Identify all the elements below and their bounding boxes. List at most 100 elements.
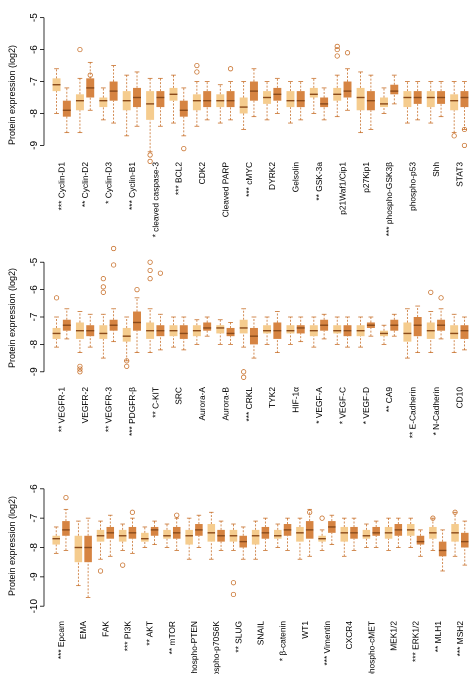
outlier-point (120, 562, 126, 568)
x-category-label: Aurora-A (197, 387, 207, 421)
x-category-label: *** Epcam (56, 621, 66, 659)
box-light (380, 87, 388, 114)
box-dark (156, 270, 165, 351)
box-dark (437, 295, 446, 340)
box-dark (249, 316, 258, 359)
box-light (450, 81, 459, 139)
outlier-point (147, 259, 153, 265)
outlier-point (334, 53, 340, 59)
box-dark (109, 245, 118, 343)
box-light (286, 316, 295, 345)
y-tick-label: -10 (29, 599, 40, 614)
x-category-label: *** Vimentin (322, 621, 332, 666)
box-dark (413, 305, 422, 354)
outlier-point (452, 509, 458, 515)
box-light (216, 319, 225, 345)
y-tick-label: -8 (29, 340, 40, 349)
x-category-label: ** VEGFR-3 (103, 387, 113, 432)
x-category-label: * VEGF-A (314, 387, 324, 424)
x-category-label: CD10 (454, 387, 464, 409)
y-tick-label: -8 (29, 543, 40, 552)
box-dark (62, 308, 71, 340)
outlier-point (77, 369, 83, 375)
box-dark (320, 313, 329, 340)
box-dark (372, 520, 380, 548)
x-category-label: *** CRKL (244, 387, 254, 422)
box-light (451, 509, 459, 557)
outlier-point (147, 152, 153, 158)
x-category-label: Cleaved PARP (220, 162, 230, 218)
box-light (146, 259, 155, 354)
y-tick-label: -5 (29, 13, 40, 22)
box-dark (273, 311, 282, 354)
outlier-point (334, 43, 340, 49)
outlier-point (100, 276, 106, 282)
x-category-label: * VEGF-D (361, 387, 371, 424)
x-category-label: * cleaved caspase-3 (150, 162, 160, 238)
box-dark (86, 61, 95, 111)
box-dark (343, 50, 352, 111)
y-axis-label: Protein expression (log2) (7, 45, 17, 145)
box-dark (62, 87, 71, 134)
box-dark (460, 81, 469, 149)
x-category-label: VEGFR-2 (80, 387, 90, 424)
box-light (274, 523, 282, 548)
box-dark (133, 71, 141, 127)
x-category-label: ** mTOR (167, 621, 177, 654)
box-dark (226, 66, 235, 121)
x-category-label: HIF-1α (291, 387, 301, 413)
x-category-label: ** SLUG (233, 621, 243, 653)
outlier-point (307, 509, 313, 515)
box-light (426, 81, 435, 124)
outlier-point (147, 158, 153, 164)
x-category-label: ** Cyclin-D2 (80, 162, 90, 207)
x-category-label: ** AKT (145, 621, 155, 646)
outlier-point (77, 363, 83, 369)
outlier-point (134, 287, 140, 293)
box-dark (106, 514, 115, 557)
x-category-label: *** PI3K (123, 621, 133, 652)
y-axis-label: Protein expression (log2) (7, 496, 17, 596)
y-tick-label: -8 (29, 109, 40, 118)
y-tick-label: -6 (29, 285, 40, 294)
box-light (169, 316, 178, 348)
box-dark (390, 313, 399, 337)
x-category-label: Gelsolin (291, 162, 301, 193)
box-dark (203, 316, 212, 337)
box-dark (328, 514, 336, 545)
x-category-label: p21Waf1/Cip1 (337, 162, 347, 215)
outlier-point (124, 358, 130, 364)
box-light (122, 316, 131, 369)
y-tick-label: -6 (29, 45, 40, 54)
box-light (333, 43, 342, 118)
box-light (185, 517, 193, 560)
outlier-point (461, 126, 468, 133)
box-dark (109, 65, 118, 124)
y-tick-label: -5 (29, 257, 40, 266)
box-dark (343, 316, 352, 348)
box-light (146, 77, 155, 164)
outlier-point (111, 262, 117, 268)
outlier-point (157, 270, 163, 276)
box-dark (460, 316, 469, 351)
box-dark (179, 316, 188, 351)
box-light (99, 87, 108, 121)
box-light (207, 511, 216, 560)
outlier-point (428, 289, 434, 295)
box-light (286, 81, 295, 124)
y-tick-label: -9 (29, 572, 40, 581)
x-category-label: ** GSK-3a (314, 162, 324, 201)
outlier-point (461, 142, 468, 149)
box-dark (413, 81, 422, 121)
chart-panel-2: -5 -6 -7 -8 -9 Protein expression (log2) ** VE… (7, 245, 469, 438)
box-light (122, 74, 131, 137)
outlier-point (181, 146, 187, 152)
box-light (309, 77, 318, 114)
box-light (74, 520, 83, 587)
box-light (52, 68, 61, 114)
box-dark (438, 529, 447, 572)
y-tick-label: -7 (29, 77, 40, 86)
box-dark (296, 81, 305, 121)
x-category-label: SRC (174, 387, 184, 405)
outlier-point (63, 495, 69, 501)
